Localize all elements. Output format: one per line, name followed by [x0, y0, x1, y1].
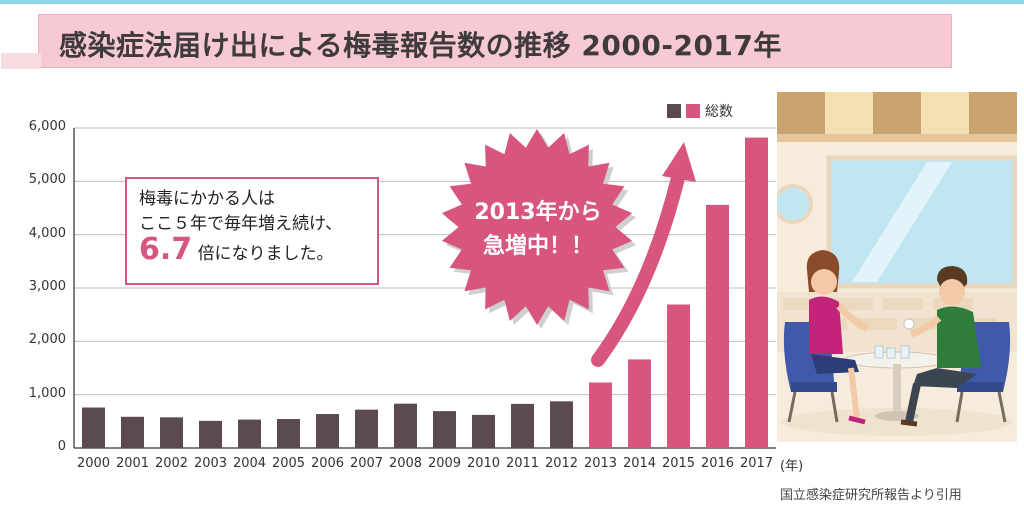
x-tick-label: 2015 — [661, 456, 696, 471]
burst-badge — [441, 129, 637, 329]
x-tick-label: 2017 — [739, 456, 774, 471]
callout-box: 梅毒にかかる人は ここ５年で毎年増え続け、 6.7 倍になりました。 — [125, 177, 379, 285]
bar-2015 — [667, 304, 690, 448]
window-shine — [852, 162, 952, 282]
legend-label: 総数 — [705, 104, 733, 120]
x-tick-label: 2000 — [76, 456, 111, 471]
bar-2007 — [355, 409, 378, 448]
bar-2002 — [160, 417, 183, 448]
floor-shadow — [782, 408, 1012, 436]
y-tick-label: 4,000 — [28, 225, 66, 241]
top-accent-line — [0, 0, 1024, 4]
callout-line3: 6.7 倍になりました。 — [139, 235, 365, 267]
bar-2013 — [589, 382, 612, 448]
x-tick-label: 2006 — [310, 456, 345, 471]
arrow-shaft — [591, 171, 685, 367]
burst-line1: 2013年から — [474, 200, 602, 225]
bar-2000 — [82, 407, 105, 448]
bar-2010 — [472, 414, 495, 448]
x-axis-unit: (年) — [780, 459, 804, 474]
legend-swatch-recent — [686, 104, 700, 118]
title-banner-tail — [1, 53, 41, 69]
bar-2011 — [511, 403, 534, 448]
x-tick-label: 2011 — [505, 456, 540, 471]
x-tick-label: 2016 — [700, 456, 735, 471]
x-tick-label: 2013 — [583, 456, 618, 471]
bar-2012 — [550, 401, 573, 448]
round-window — [777, 184, 813, 224]
x-tick-label: 2009 — [427, 456, 462, 471]
x-tick-label: 2004 — [232, 456, 267, 471]
burst-shape — [441, 129, 633, 325]
x-tick-label: 2010 — [466, 456, 501, 471]
bars — [82, 137, 768, 448]
x-tick-label: 2012 — [544, 456, 579, 471]
bar-2017 — [745, 137, 768, 448]
bar-2004 — [238, 419, 261, 448]
y-tick-label: 6,000 — [28, 119, 66, 134]
burst-line2: 急増中！！ — [482, 234, 593, 259]
callout-number: 6.7 — [139, 232, 193, 267]
awning — [777, 92, 1017, 142]
bar-2008 — [394, 403, 417, 448]
legend: 総数 — [667, 101, 733, 121]
x-tick-label: 2005 — [271, 456, 306, 471]
x-tick-label: 2008 — [388, 456, 423, 471]
callout-line1: 梅毒にかかる人は — [139, 189, 275, 209]
title-banner: 感染症法届け出による梅毒報告数の推移 2000-2017年 — [1, 14, 952, 69]
cafe-illustration — [777, 92, 1017, 442]
bar-2009 — [433, 411, 456, 448]
x-tick-label: 2014 — [622, 456, 657, 471]
y-tick-label: 5,000 — [28, 172, 66, 188]
x-tick-label: 2003 — [193, 456, 228, 471]
x-tick-label: 2002 — [154, 456, 189, 471]
burst-text: 2013年から 急増中！！ — [448, 196, 628, 264]
chart-title: 感染症法届け出による梅毒報告数の推移 2000-2017年 — [59, 29, 782, 62]
bar-2006 — [316, 414, 339, 448]
x-tick-label: 2007 — [349, 456, 384, 471]
woman-figure — [806, 250, 869, 425]
callout-suffix: 倍になりました。 — [197, 244, 334, 264]
bar-2016 — [706, 204, 729, 448]
growth-arrow — [591, 142, 696, 367]
source-note: 国立感染症研究所報告より引用 — [780, 488, 962, 503]
x-tick-label: 2001 — [115, 456, 150, 471]
man-figure — [900, 266, 981, 427]
callout-line2: ここ５年で毎年増え続け、 — [139, 214, 343, 234]
legend-swatch-early — [667, 104, 681, 118]
arrow-head — [662, 142, 696, 182]
bar-2001 — [121, 416, 144, 448]
bar-2003 — [199, 420, 222, 448]
y-tick-label: 3,000 — [28, 279, 66, 294]
y-tick-label: 2,000 — [28, 332, 66, 348]
y-tick-label: 1,000 — [28, 385, 66, 401]
bar-2014 — [628, 359, 651, 448]
bar-2005 — [277, 419, 300, 448]
y-tick-label: 0 — [57, 439, 66, 454]
